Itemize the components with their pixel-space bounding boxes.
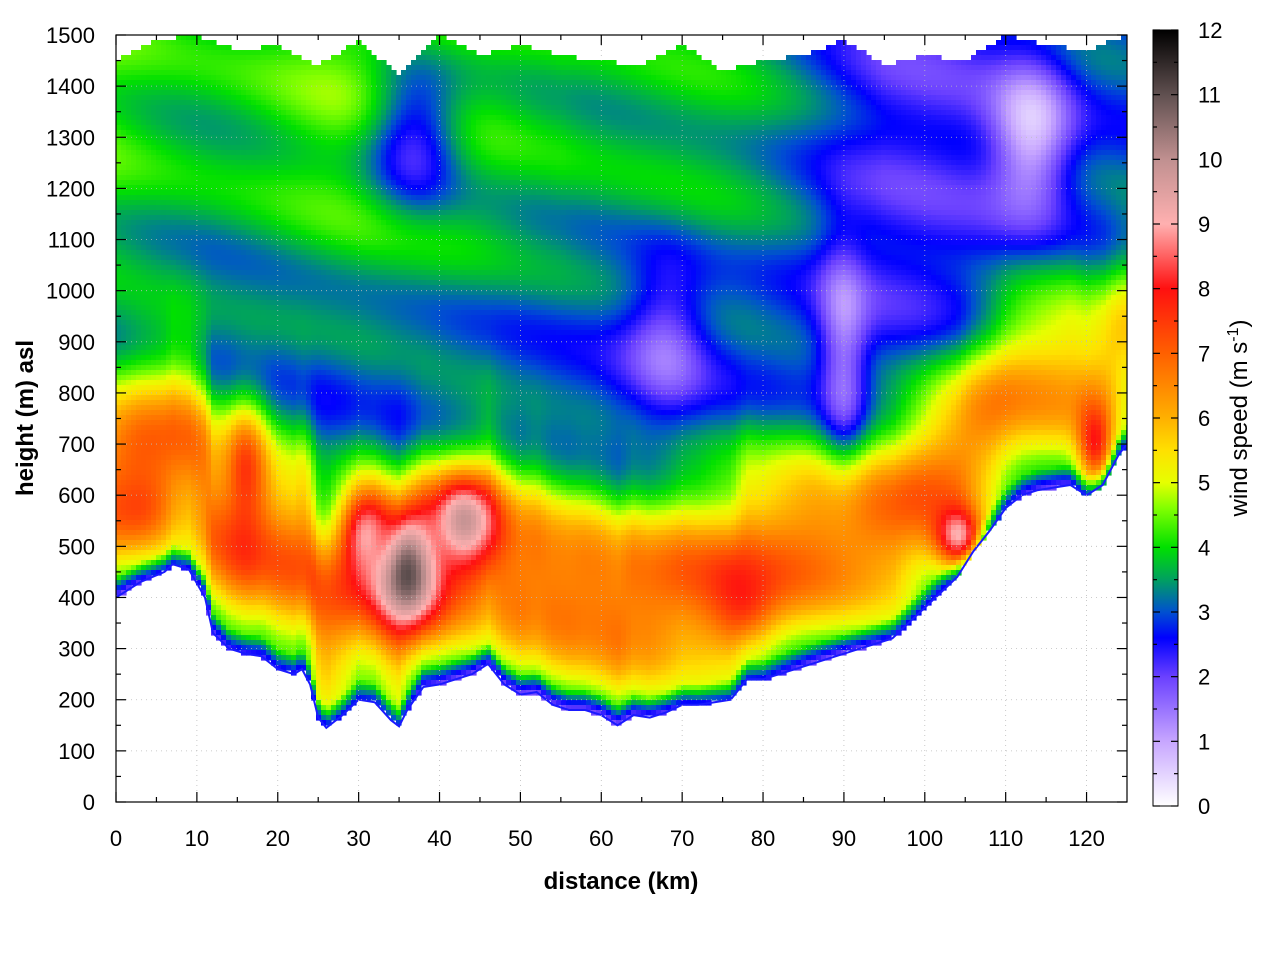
colorbar-tick-label: 8 — [1198, 277, 1210, 302]
x-tick-label: 20 — [266, 826, 290, 851]
y-tick-label: 100 — [58, 739, 95, 764]
x-tick-label: 110 — [988, 826, 1023, 851]
x-tick-label: 100 — [906, 826, 943, 851]
x-tick-label: 80 — [751, 826, 775, 851]
colorbar-title-main: wind speed (m s — [1226, 342, 1253, 518]
y-axis-title: height (m) asl — [12, 340, 39, 496]
colorbar-tick-label: 2 — [1198, 665, 1210, 690]
x-tick-label: 30 — [346, 826, 370, 851]
colorbar-tick-label: 6 — [1198, 406, 1210, 431]
y-tick-label: 1300 — [46, 125, 95, 150]
colorbar-tick-label: 1 — [1198, 729, 1210, 754]
y-tick-label: 1200 — [46, 176, 95, 201]
x-tick-label: 10 — [185, 826, 209, 851]
y-tick-label: 0 — [83, 790, 95, 815]
y-tick-label: 800 — [58, 381, 95, 406]
x-tick-labels: 0 10 20 30 40 50 60 70 80 90 100 110 120 — [110, 826, 1105, 851]
y-tick-label: 400 — [58, 585, 95, 610]
x-tick-label: 120 — [1068, 826, 1105, 851]
y-tick-label: 300 — [58, 637, 95, 662]
colorbar-tick-label: 10 — [1198, 147, 1222, 172]
colorbar-tick-label: 3 — [1198, 600, 1210, 625]
colorbar-tick-label: 5 — [1198, 471, 1210, 496]
y-tick-label: 1400 — [46, 74, 95, 99]
colorbar-tick-label: 0 — [1198, 794, 1210, 819]
x-tick-label: 60 — [589, 826, 613, 851]
colorbar-tick-label: 4 — [1198, 535, 1210, 560]
x-tick-label: 70 — [670, 826, 694, 851]
colorbar-tick-label: 9 — [1198, 212, 1210, 237]
y-tick-labels: 0 100 200 300 400 500 600 700 800 900 1000 1100 1200… — [46, 23, 95, 815]
y-tick-label: 1000 — [46, 279, 95, 304]
x-tick-label: 50 — [508, 826, 532, 851]
x-tick-label: 90 — [832, 826, 856, 851]
x-axis-title: distance (km) — [544, 868, 699, 895]
y-tick-label: 600 — [58, 483, 95, 508]
x-tick-label: 0 — [110, 826, 122, 851]
y-tick-label: 1500 — [46, 23, 95, 48]
y-tick-label: 500 — [58, 534, 95, 559]
colorbar-tick-label: 12 — [1198, 18, 1222, 43]
colorbar-tick-label: 11 — [1198, 83, 1221, 108]
colorbar-title-exponent: -1 — [1225, 327, 1242, 341]
y-tick-label: 200 — [58, 688, 95, 713]
colorbar-title: wind speed (m s-1) — [1225, 320, 1253, 518]
colorbar-title-end: ) — [1226, 320, 1253, 328]
x-tick-label: 40 — [427, 826, 451, 851]
y-tick-label: 1100 — [48, 228, 95, 253]
colorbar-tick-label: 7 — [1198, 341, 1210, 366]
y-tick-label: 900 — [58, 330, 95, 355]
y-tick-label: 700 — [58, 432, 95, 457]
